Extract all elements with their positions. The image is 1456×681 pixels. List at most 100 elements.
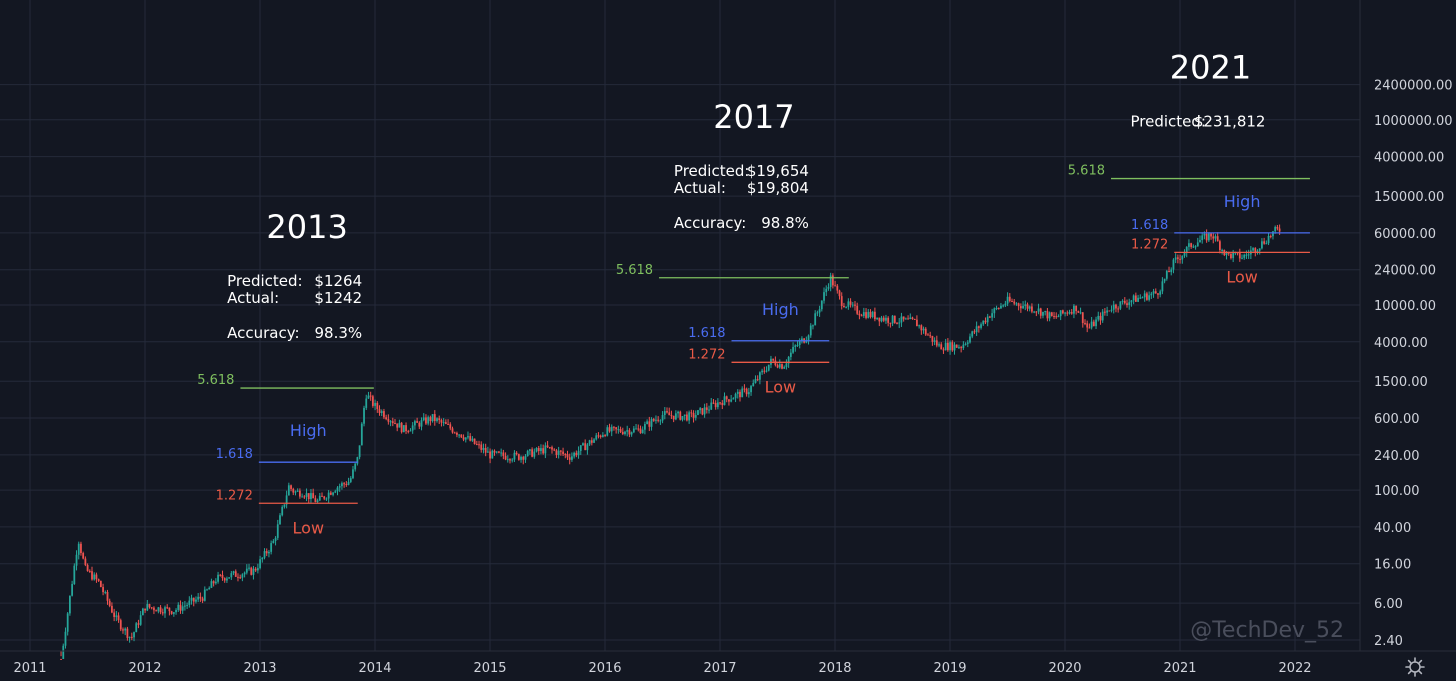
candle-body <box>245 568 248 573</box>
candle-body <box>851 304 854 306</box>
candle-body <box>292 488 295 493</box>
candle-body <box>588 440 591 445</box>
candle-body <box>1057 316 1060 318</box>
candle-body <box>1265 243 1268 245</box>
candle-body <box>310 493 312 500</box>
candle-body <box>1254 248 1257 253</box>
candle-body <box>155 610 158 612</box>
candle-body <box>1256 250 1259 253</box>
candle-body <box>984 320 987 323</box>
candle-body <box>688 412 691 421</box>
candle-body <box>314 498 317 502</box>
candle-body <box>646 421 649 425</box>
fib-label-1-618: 1.618 <box>688 326 725 341</box>
candle-body <box>270 543 273 552</box>
candle-body <box>86 564 89 572</box>
candle-body <box>137 623 140 625</box>
candle-body <box>966 342 969 344</box>
candle-body <box>502 452 505 456</box>
candle-body <box>464 437 467 440</box>
candle-body <box>931 335 934 342</box>
candle-body <box>124 628 127 631</box>
candle-body <box>84 558 87 565</box>
candle-body <box>285 495 288 505</box>
fib-label-5-618: 5.618 <box>1068 164 1105 179</box>
candle-body <box>396 423 399 428</box>
candle-body <box>566 454 569 458</box>
candle-body <box>95 574 98 580</box>
candle-body <box>562 451 564 454</box>
settings-gear-icon[interactable] <box>1404 656 1426 678</box>
candle-body <box>1168 270 1170 273</box>
candle-body <box>1106 310 1109 313</box>
low-label: Low <box>1226 267 1258 286</box>
candle-body <box>1190 243 1193 247</box>
time-tick-label: 2020 <box>1048 661 1081 676</box>
predicted-label: Predicted: <box>674 162 749 180</box>
candle-body <box>761 370 764 373</box>
candle-body <box>1090 321 1093 328</box>
candle-body <box>887 317 890 323</box>
candle-body <box>177 604 180 610</box>
candle-body <box>281 506 284 516</box>
watermark: @TechDev_52 <box>1190 618 1344 643</box>
candle-body <box>1019 306 1022 309</box>
candle-body <box>747 392 750 395</box>
candle-body <box>880 317 883 322</box>
candle-body <box>617 429 620 431</box>
candle-body <box>776 365 779 368</box>
price-tick-label: 2.40 <box>1374 634 1403 649</box>
candle-body <box>385 417 388 420</box>
candle-body <box>122 629 124 631</box>
candle-body <box>712 402 715 404</box>
candle-body <box>714 403 717 408</box>
candle-body <box>758 372 761 380</box>
time-axis[interactable]: 2011 2012 2013 2014 2015 2016 2017 2018 2019 2020… <box>13 661 1311 676</box>
price-tick-label: 600.00 <box>1374 412 1420 427</box>
candle-body <box>1218 241 1221 251</box>
candle-body <box>1055 316 1058 318</box>
candle-body <box>1092 321 1095 327</box>
candle-body <box>327 492 330 499</box>
time-tick-label: 2013 <box>243 661 276 676</box>
candle-body <box>1179 258 1181 260</box>
candle-body <box>927 334 929 336</box>
candle-body <box>1095 319 1097 327</box>
candle-body <box>60 658 62 660</box>
candle-body <box>889 322 892 324</box>
price-tick-label: 60000.00 <box>1374 227 1436 242</box>
candle-body <box>133 632 135 638</box>
price-axis[interactable]: 2.40 6.00 16.00 40.00 100.00 240.00 600.00 1500… <box>1374 79 1453 649</box>
candle-body <box>201 598 204 601</box>
candle-body <box>148 604 151 608</box>
candle-body <box>818 309 821 313</box>
price-tick-label: 4000.00 <box>1374 336 1428 351</box>
candle-body <box>1137 297 1139 302</box>
candle-body <box>579 445 582 451</box>
candle-body <box>1274 226 1277 232</box>
candle-body <box>312 493 315 499</box>
candle-body <box>568 457 571 460</box>
candle-body <box>250 567 253 575</box>
candle-body <box>876 317 879 320</box>
candle-body <box>1117 308 1120 310</box>
candle-body <box>975 326 978 333</box>
candle-body <box>944 342 947 351</box>
candle-body <box>694 415 697 418</box>
candle-body <box>663 411 666 416</box>
candle-body <box>420 420 423 427</box>
candle-body <box>878 317 881 322</box>
candle-body <box>524 456 527 460</box>
candle-body <box>1232 252 1235 259</box>
candle-body <box>219 574 222 576</box>
candle-body <box>150 607 153 609</box>
candle-body <box>321 495 323 497</box>
candle-body <box>789 352 792 357</box>
candle-body <box>1011 300 1013 302</box>
candle-body <box>896 322 898 324</box>
candle-body <box>62 645 65 659</box>
candle-body <box>1068 312 1071 314</box>
candle-body <box>146 604 149 611</box>
candle-body <box>159 607 162 613</box>
candle-body <box>307 493 310 500</box>
